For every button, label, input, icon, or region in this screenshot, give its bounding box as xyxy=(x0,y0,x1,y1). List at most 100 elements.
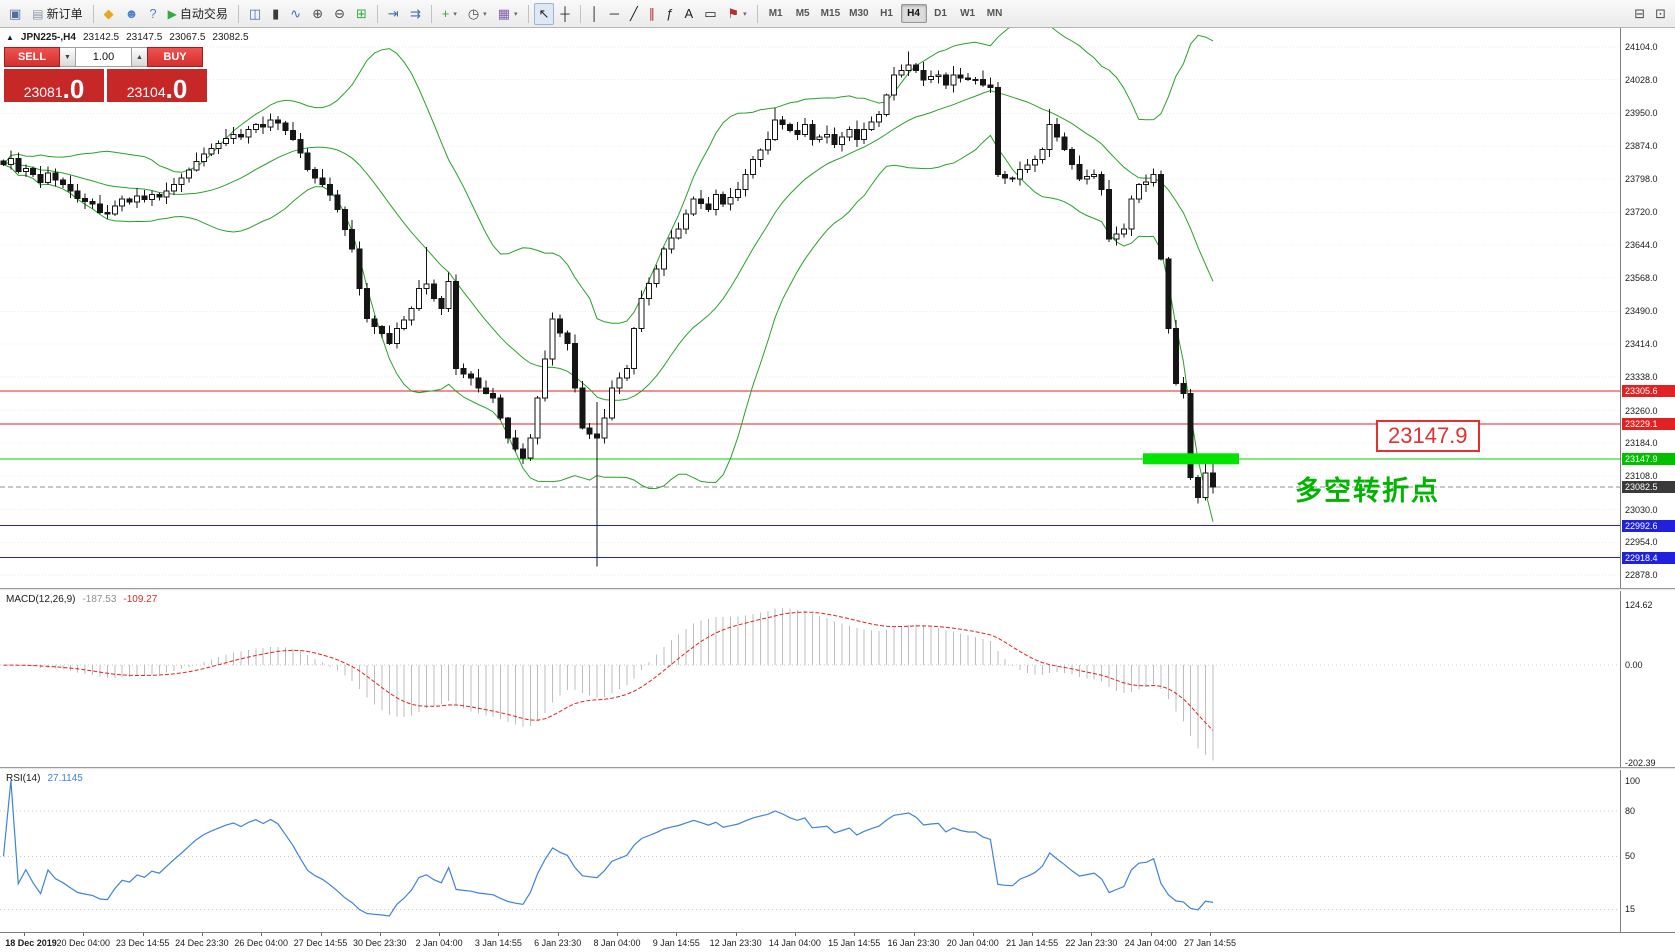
volume-increase-button[interactable]: ▲ xyxy=(132,47,147,67)
ohlc-open: 23142.5 xyxy=(82,32,120,43)
chart-shift-icon[interactable]: ⇥ xyxy=(387,6,399,21)
macd-label: MACD(12,26,9) xyxy=(6,594,76,605)
time-axis-label: 27 Dec 14:55 xyxy=(293,938,348,948)
time-tick xyxy=(320,933,322,936)
indicators-icon[interactable]: + ▾ xyxy=(441,6,457,21)
time-tick xyxy=(498,933,500,936)
community-icon[interactable]: ☻ xyxy=(124,6,139,21)
trendline-icon[interactable]: ╱ xyxy=(629,6,638,21)
buy-price-block[interactable]: 23104 .0 xyxy=(107,69,207,102)
zoom-in-icon[interactable]: ⊕ xyxy=(312,6,324,21)
buy-button[interactable]: BUY xyxy=(147,47,203,67)
metaeditor-icon[interactable]: ◆ xyxy=(103,6,114,21)
autotrading-button[interactable]: ▶ 自动交易 xyxy=(167,6,228,21)
crosshair-icon[interactable]: ┼ xyxy=(560,6,570,21)
rsi-axis-label: 15 xyxy=(1625,904,1636,915)
chart-profile-icon[interactable]: ⊡ xyxy=(1655,6,1666,21)
toolbar: ▣ ▤ 新订单 ◆ ☻? ▶ 自动交易 ◫ ▮ ∿ ⊕ ⊖ ⊞ ⇥ ⇉ + ▾ ◷ ▾ ▦ ▾ ↖ ┼ │ ─ ╱ ∥ ƒ A ▭ ⚑ ▾ M1… xyxy=(0,0,1675,28)
price-axis-label: 23568.0 xyxy=(1625,272,1658,283)
channel-icon[interactable]: ∥ xyxy=(648,6,656,21)
sell-button[interactable]: SELL xyxy=(4,47,60,67)
volume-decrease-button[interactable]: ▼ xyxy=(60,47,75,67)
timeframe-w1[interactable]: W1 xyxy=(960,8,976,19)
toolbar-separator xyxy=(756,4,758,23)
timeframe-m30[interactable]: M30 xyxy=(849,8,869,19)
vertical-line-icon[interactable]: │ xyxy=(590,6,599,21)
arrows-tool-icon[interactable]: ⚑ ▾ xyxy=(727,6,747,21)
price-level-badge: 23147.9 xyxy=(1622,452,1675,465)
zoom-out-icon[interactable]: ⊖ xyxy=(334,6,345,21)
rsi-title: RSI(14) 27.1145 xyxy=(6,773,83,784)
time-tick xyxy=(676,933,678,936)
macd-axis[interactable]: 124.62 0.00 -202.39 xyxy=(1620,591,1675,767)
one-click-trading-panel: SELL ▼ 1.00 ▲ BUY 23081 .0 23104 .0 xyxy=(4,47,207,102)
time-tick xyxy=(972,933,974,936)
timeframe-m1[interactable]: M1 xyxy=(768,8,783,19)
timeframe-h1[interactable]: H1 xyxy=(880,8,893,19)
periods-icon[interactable]: ◷ ▾ xyxy=(467,6,487,21)
timeframe-h4[interactable]: H4 xyxy=(900,4,927,23)
macd-axis-label: -202.39 xyxy=(1625,758,1656,767)
new-order-button[interactable]: ▤ 新订单 xyxy=(32,6,83,21)
rsi-axis[interactable]: 100 80 50 15 xyxy=(1620,770,1675,932)
price-axis-label: 22954.0 xyxy=(1625,537,1658,548)
time-axis-label: 20 Dec 04:00 xyxy=(56,938,111,948)
data-window-icon[interactable]: ⊟ xyxy=(1634,6,1646,21)
timeframe-m15[interactable]: M15 xyxy=(820,8,841,19)
timeframe-mn[interactable]: MN xyxy=(986,8,1003,19)
cursor-icon[interactable]: ↖ xyxy=(533,2,555,25)
time-tick xyxy=(1032,933,1034,936)
time-tick xyxy=(854,933,856,936)
price-level-badge: 22918.4 xyxy=(1622,551,1675,564)
bar-chart-icon[interactable]: ◫ xyxy=(248,6,262,21)
ohlc-low: 23067.5 xyxy=(169,32,206,43)
panel-splitter[interactable] xyxy=(0,588,1675,591)
volume-input[interactable]: 1.00 xyxy=(75,47,132,67)
sell-price-block[interactable]: 23081 .0 xyxy=(4,69,104,102)
macd-panel: MACD(12,26,9) -187.53 -109.27 124.62 0.00… xyxy=(0,591,1675,767)
time-tick xyxy=(379,933,381,936)
macd-axis-label: 0.00 xyxy=(1625,660,1643,671)
fibonacci-icon[interactable]: ƒ xyxy=(666,6,674,21)
ohlc-high: 23147.5 xyxy=(126,32,163,43)
timeframe-m5[interactable]: M5 xyxy=(795,8,810,19)
buy-price-fraction: .0 xyxy=(165,73,188,104)
text-tool-icon[interactable]: A xyxy=(684,6,694,21)
timeframe-d1[interactable]: D1 xyxy=(934,8,947,19)
main-chart-plot[interactable] xyxy=(0,28,1620,588)
price-level-badge: 23082.5 xyxy=(1622,480,1675,493)
macd-main-value: -187.53 xyxy=(82,594,117,605)
rsi-axis-label: 50 xyxy=(1625,851,1636,862)
sell-price-main: 23081 xyxy=(23,83,63,100)
templates-icon[interactable]: ▦ ▾ xyxy=(497,6,518,21)
macd-plot[interactable] xyxy=(0,591,1620,767)
candlestick-chart-icon[interactable]: ▮ xyxy=(272,6,280,21)
price-axis-label: 23184.0 xyxy=(1625,438,1658,449)
time-tick xyxy=(83,933,85,936)
label-tool-icon[interactable]: ▭ xyxy=(704,6,717,21)
price-level-badge: 22992.6 xyxy=(1622,519,1675,532)
panel-splitter[interactable] xyxy=(0,767,1675,770)
time-tick xyxy=(142,933,144,936)
auto-scroll-icon[interactable]: ⇉ xyxy=(409,6,421,21)
price-axis[interactable]: 24104.0 24028.0 23950.0 23874.0 23798.0 23720… xyxy=(1620,28,1675,588)
one-click-collapse-icon[interactable]: ▲ xyxy=(6,33,14,42)
price-axis-label: 23108.0 xyxy=(1625,470,1658,481)
price-axis-label: 23720.0 xyxy=(1625,207,1658,218)
horizontal-line-icon[interactable]: ─ xyxy=(609,6,619,21)
price-callout-annotation: 23147.9 xyxy=(1376,420,1480,452)
time-tick xyxy=(1091,933,1093,936)
toolbar-separator xyxy=(376,4,378,23)
help-icon[interactable]: ? xyxy=(149,6,157,21)
rsi-plot[interactable] xyxy=(0,770,1620,932)
time-axis-label: 8 Jan 04:00 xyxy=(593,938,641,948)
tile-windows-icon[interactable]: ⊞ xyxy=(356,6,367,21)
line-chart-icon[interactable]: ∿ xyxy=(290,6,302,21)
time-axis[interactable]: 18 Dec 2019 20 Dec 04:00 23 Dec 14:55 24 De… xyxy=(0,932,1675,952)
chart-window-icon[interactable]: ▣ xyxy=(9,6,22,21)
sell-price-fraction: .0 xyxy=(62,73,85,104)
time-axis-label: 14 Jan 04:00 xyxy=(768,938,821,948)
time-axis-label: 27 Jan 14:55 xyxy=(1183,938,1237,948)
ohlc-close: 23082.5 xyxy=(212,32,249,43)
price-axis-label: 23798.0 xyxy=(1625,173,1658,184)
